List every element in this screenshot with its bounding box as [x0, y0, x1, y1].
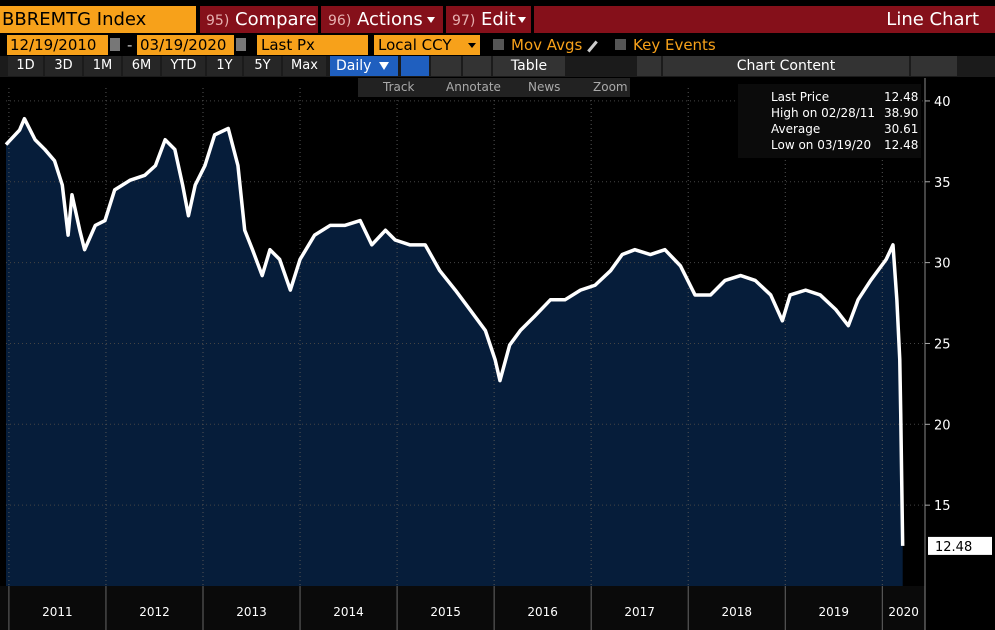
calendar-icon[interactable]	[236, 38, 246, 51]
date-separator: -	[127, 36, 133, 54]
collapse-icon[interactable]	[637, 56, 661, 76]
menu-number: 95)	[206, 13, 230, 29]
tool-button[interactable]: Track	[383, 80, 415, 94]
legend-label: Last Price	[771, 90, 830, 104]
x-tick-label: 2020	[888, 605, 919, 619]
menu-bar	[200, 6, 995, 33]
y-tick-label: 30	[934, 257, 951, 272]
legend-value: 12.48	[884, 90, 919, 104]
chart-content-button[interactable]: Chart Content	[663, 56, 909, 76]
pencil-icon	[587, 40, 598, 53]
x-tick-label: 2019	[819, 605, 850, 619]
legend-label: Low on 03/19/20	[771, 138, 872, 152]
caret	[468, 43, 476, 52]
area	[6, 118, 903, 587]
range-button[interactable]: Max	[283, 56, 326, 76]
end-date[interactable]: 03/19/2020	[137, 35, 234, 55]
y-tick-label: 25	[934, 337, 951, 352]
y-tick-label: 40	[934, 95, 951, 110]
y-tick-label: 15	[934, 499, 951, 514]
range-button[interactable]: 6M	[123, 56, 160, 76]
settings-icon[interactable]	[911, 56, 957, 76]
x-tick-label: 2012	[139, 605, 170, 619]
start-date[interactable]: 12/19/2010	[7, 35, 108, 55]
table-button[interactable]: Table	[493, 56, 565, 76]
frequency-label: Daily	[336, 58, 372, 74]
field-select[interactable]: Last Px	[257, 35, 368, 55]
range-button[interactable]: 3D	[45, 56, 82, 76]
currency-select[interactable]: Local CCY	[374, 35, 480, 55]
legend-value: 12.48	[884, 138, 919, 152]
more-icon[interactable]	[463, 56, 491, 76]
menu-label: Compare	[235, 9, 317, 30]
tool-button[interactable]: Zoom	[593, 80, 628, 94]
x-tick-label: 2014	[333, 605, 364, 619]
tool-button[interactable]: Annotate	[446, 80, 501, 94]
frequency[interactable]: Daily	[330, 56, 398, 76]
key-events[interactable]: Key Events	[633, 36, 716, 54]
separator	[443, 6, 446, 33]
view-title: Line Chart	[886, 9, 979, 30]
caret	[427, 17, 435, 27]
tool-button[interactable]: News	[528, 80, 561, 94]
legend-value: 30.61	[884, 122, 919, 136]
chart: 2011 2012 2013 2014 2015 2016 2017 2018 2019 2020…	[0, 78, 992, 630]
x-tick-label: 2018	[721, 605, 752, 619]
line-icon[interactable]	[401, 56, 429, 76]
last-price-tag	[928, 536, 992, 555]
security-box[interactable]: BBREMTG Index	[0, 6, 196, 33]
x-tick-label: 2017	[624, 605, 655, 619]
range-button[interactable]: 1Y	[207, 56, 242, 76]
top-strip	[0, 0, 995, 5]
legend-label: High on 02/28/11	[771, 106, 876, 120]
range-button[interactable]: 1M	[84, 56, 121, 76]
x-tick-label: 2013	[236, 605, 267, 619]
mov-avgs[interactable]: Mov Avgs	[511, 36, 583, 54]
caret	[518, 17, 526, 27]
checkbox[interactable]	[615, 39, 626, 50]
menu-label: Actions	[357, 9, 423, 30]
range-button[interactable]: YTD	[162, 56, 205, 76]
checkbox[interactable]	[493, 39, 504, 50]
x-axis-band	[0, 586, 925, 630]
menu-edit[interactable]: 97) Edit	[452, 6, 516, 33]
chart-tools	[358, 78, 630, 97]
menu-number: 96)	[328, 13, 352, 29]
y-tick-label: 35	[934, 176, 951, 191]
caret	[379, 62, 389, 75]
last-price-label: 12.48	[935, 540, 972, 555]
price-line	[4, 116, 905, 546]
x-tick-label: 2015	[430, 605, 461, 619]
range-button[interactable]: 5Y	[244, 56, 281, 76]
range-button[interactable]: 1D	[8, 56, 43, 76]
menu-compare[interactable]: 95) Compare	[206, 6, 317, 33]
menu-actions[interactable]: 96) Actions	[328, 6, 423, 33]
legend	[738, 84, 921, 158]
menu-number: 97)	[452, 13, 476, 29]
separator	[318, 6, 321, 33]
menu-label: Edit	[481, 9, 516, 30]
legend-value: 38.90	[884, 106, 919, 120]
x-tick-label: 2011	[42, 605, 73, 619]
bar-icon[interactable]	[431, 56, 461, 76]
calendar-icon[interactable]	[110, 38, 120, 51]
y-tick-label: 20	[934, 418, 951, 433]
separator	[531, 6, 534, 33]
legend-label: Average	[771, 122, 821, 136]
x-tick-label: 2016	[527, 605, 558, 619]
